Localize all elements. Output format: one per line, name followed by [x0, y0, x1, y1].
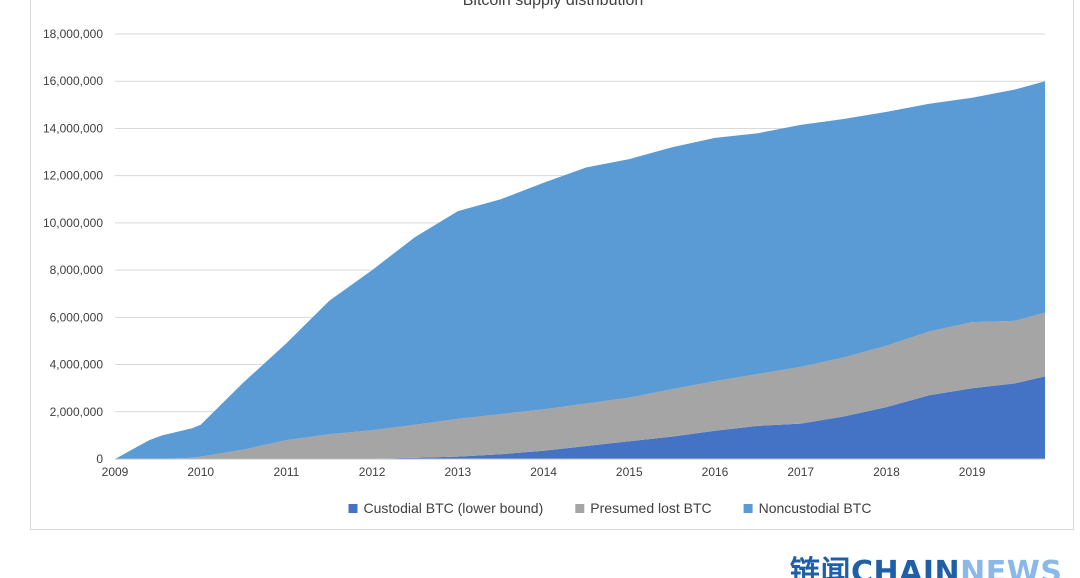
y-tick-label: 14,000,000 — [43, 121, 103, 135]
y-tick-label: 10,000,000 — [43, 216, 103, 230]
area-layer — [115, 81, 1045, 459]
y-tick-label: 4,000,000 — [50, 358, 104, 372]
legend-item: Presumed lost BTC — [575, 500, 712, 516]
y-tick-label: 12,000,000 — [43, 169, 103, 183]
legend-swatch — [575, 504, 585, 513]
x-tick-label: 2018 — [873, 465, 900, 479]
y-tick-label: 8,000,000 — [50, 263, 104, 277]
x-tick-label: 2017 — [787, 465, 814, 479]
chart-title: Bitcoin supply distribution — [463, 0, 644, 9]
logo-chain-text: CHAIN — [851, 556, 961, 578]
x-tick-label: 2009 — [102, 465, 129, 479]
y-tick-label: 6,000,000 — [50, 310, 104, 324]
x-tick-label: 2019 — [959, 465, 986, 479]
axes: 0 2,000,000 4,000,000 6,000,000 8,000,000 10,… — [43, 27, 1045, 479]
chart-svg: Bitcoin supply distribution 0 2,000,000 4,… — [43, 0, 1045, 516]
legend-item: Noncustodial BTC — [743, 500, 872, 516]
x-tick-label: 2010 — [187, 465, 214, 479]
y-tick-label: 2,000,000 — [50, 405, 104, 419]
area-noncustodial-btc — [115, 81, 1045, 459]
x-tick-label: 2011 — [274, 465, 300, 479]
x-tick-label: 2014 — [530, 465, 557, 479]
y-tick-label: 16,000,000 — [43, 74, 103, 88]
x-tick-label: 2015 — [616, 465, 643, 479]
legend-item: Custodial BTC (lower bound) — [348, 500, 544, 516]
legend: Custodial BTC (lower bound) Presumed lost… — [348, 500, 872, 516]
area-presumed-lost-btc — [115, 312, 1045, 459]
chart-frame: Bitcoin supply distribution 0 2,000,000 4,… — [30, 0, 1074, 530]
logo-cn-text: 链闻 — [790, 556, 851, 578]
y-tick-label: 0 — [96, 452, 103, 466]
legend-swatch — [348, 504, 358, 513]
x-tick-label: 2013 — [445, 465, 472, 479]
x-tick-label: 2012 — [359, 465, 386, 479]
x-tick-label: 2016 — [702, 465, 729, 479]
area-custodial-btc-lower-bound — [115, 376, 1045, 459]
legend-swatch — [743, 504, 753, 513]
legend-label: Noncustodial BTC — [759, 500, 872, 516]
legend-label: Presumed lost BTC — [590, 500, 711, 516]
legend-label: Custodial BTC (lower bound) — [364, 500, 544, 516]
y-tick-label: 18,000,000 — [43, 27, 103, 41]
chainnews-logo: 链闻CHAINNEWS — [790, 556, 1062, 578]
logo-news-text: NEWS — [960, 556, 1063, 578]
